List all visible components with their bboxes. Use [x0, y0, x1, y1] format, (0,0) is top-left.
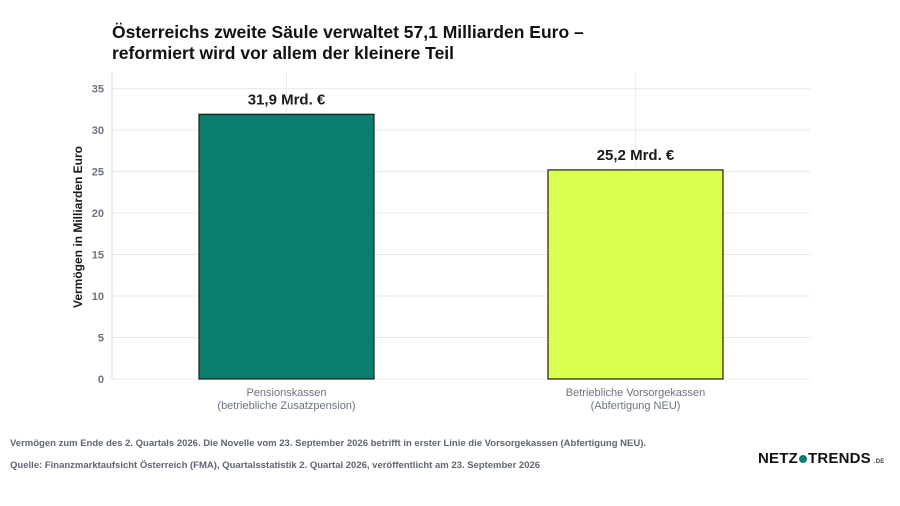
- x-tick-label: (Abfertigung NEU): [591, 400, 681, 412]
- chart-title-line-1: Österreichs zweite Säule verwaltet 57,1 …: [112, 22, 584, 42]
- data-labels: 31,9 Mrd. € 25,2 Mrd. €: [248, 91, 675, 164]
- y-tick-label: 5: [98, 333, 104, 345]
- logo-suffix: .DE: [873, 459, 885, 465]
- chart-source: Quelle: Finanzmarktaufsicht Österreich (…: [10, 460, 541, 471]
- chart-note: Vermögen zum Ende des 2. Quartals 2026. …: [10, 438, 646, 449]
- logo-text-left: NETZ: [758, 450, 798, 467]
- y-tick-label: 10: [92, 291, 104, 303]
- bar: [198, 113, 375, 380]
- x-tick-label: (betriebliche Zusatzpension): [217, 400, 355, 412]
- y-tick-label: 35: [92, 84, 104, 96]
- y-tick-label: 0: [98, 374, 104, 386]
- logo-text-right: TRENDS: [807, 450, 871, 467]
- y-tick-label: 25: [92, 167, 104, 179]
- y-tick-label: 30: [92, 125, 104, 137]
- y-axis-label: Vermögen in Milliarden Euro: [71, 146, 85, 308]
- x-tick-label: Pensionskassen: [246, 387, 326, 399]
- bar-value-label: 25,2 Mrd. €: [597, 147, 675, 164]
- x-tick-label: Betriebliche Vorsorgekassen: [566, 387, 705, 399]
- chart-title: Österreichs zweite Säule verwaltet 57,1 …: [112, 22, 752, 64]
- bar-value-label: 31,9 Mrd. €: [248, 91, 326, 108]
- bar: [547, 169, 724, 380]
- axes: 0 5 10 15 20 25 30 35 Pensionskassen(betrieblich…: [92, 72, 705, 412]
- y-tick-label: 15: [92, 250, 104, 262]
- netztrends-logo: NETZ TRENDS .DE: [758, 450, 884, 467]
- bars: [198, 113, 724, 380]
- bar-chart: 31,9 Mrd. € 25,2 Mrd. € 0 5 10 15 20 25 30 35 Pen…: [71, 72, 810, 412]
- logo-circle-icon: [798, 454, 807, 463]
- y-tick-label: 20: [92, 208, 104, 220]
- chart-title-line-2: reformiert wird vor allem der kleinere T…: [112, 43, 455, 63]
